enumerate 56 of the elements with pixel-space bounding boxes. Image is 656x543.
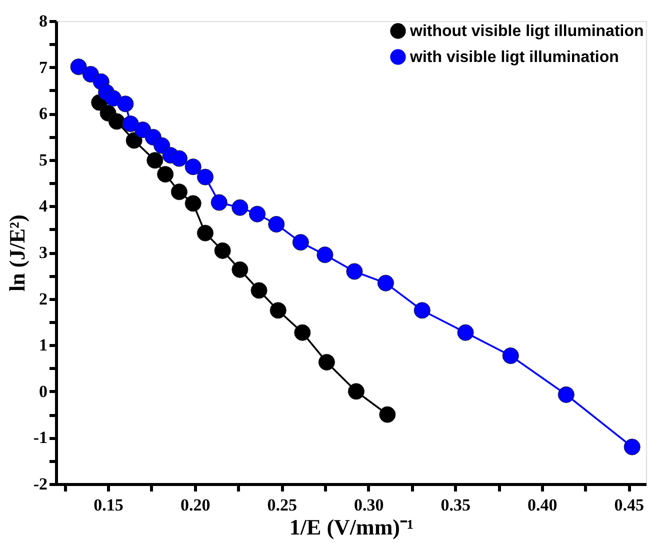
point [316,246,334,264]
point [184,195,202,212]
point [146,152,164,169]
point [348,383,365,400]
y-tick-label: 1 [39,336,48,355]
point [157,166,174,183]
y-tick-label: -1 [33,428,48,448]
y-tick-label: 5 [39,150,48,170]
point [117,96,134,112]
y-tick-label: 0 [39,382,48,401]
point [170,150,188,167]
point [268,216,285,233]
legend-label: without visible ligt illumination [409,23,644,40]
point [270,302,286,319]
y-axis-title: ln (J/E²) [4,214,30,292]
point [502,347,519,364]
point [250,282,268,299]
y-tick-label: 7 [39,58,48,77]
x-tick-label: 0.45 [614,496,644,514]
y-tick-label: 6 [39,104,48,124]
x-tick-label: 0.20 [180,496,210,514]
point [248,206,266,222]
point [122,115,139,132]
point [232,261,248,278]
point [210,194,228,211]
point [346,263,363,280]
x-axis-title: 1/E (V/mm)⁻¹ [289,514,414,540]
point [379,406,396,423]
x-tick-label: 0.15 [94,496,124,514]
point [170,184,188,200]
point [232,199,248,216]
point [196,224,214,242]
x-tick-label: 0.30 [354,496,384,514]
point [457,324,474,341]
point [624,438,640,456]
x-tick-label: 0.35 [440,496,470,514]
point [558,386,574,403]
legend-label: with visible ligt illumination [409,49,619,66]
point [196,168,214,186]
x-tick-label: 0.40 [528,496,558,514]
point [292,234,309,251]
y-tick-label: -2 [33,474,48,494]
point [70,58,87,76]
point [318,354,336,371]
point [184,158,202,176]
point [214,242,231,259]
point [377,274,394,292]
y-tick-label: 8 [39,12,48,30]
x-tick-label: 0.25 [267,496,297,514]
point [126,132,142,149]
point [108,113,126,130]
y-tick-label: 3 [39,243,48,262]
point [294,324,311,341]
y-tick-label: 4 [39,196,48,216]
point [414,302,430,319]
y-tick-label: 2 [39,289,48,308]
